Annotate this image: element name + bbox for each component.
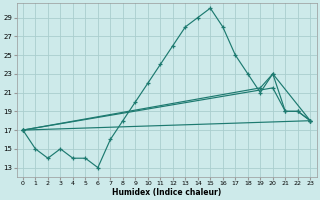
X-axis label: Humidex (Indice chaleur): Humidex (Indice chaleur) bbox=[112, 188, 221, 197]
